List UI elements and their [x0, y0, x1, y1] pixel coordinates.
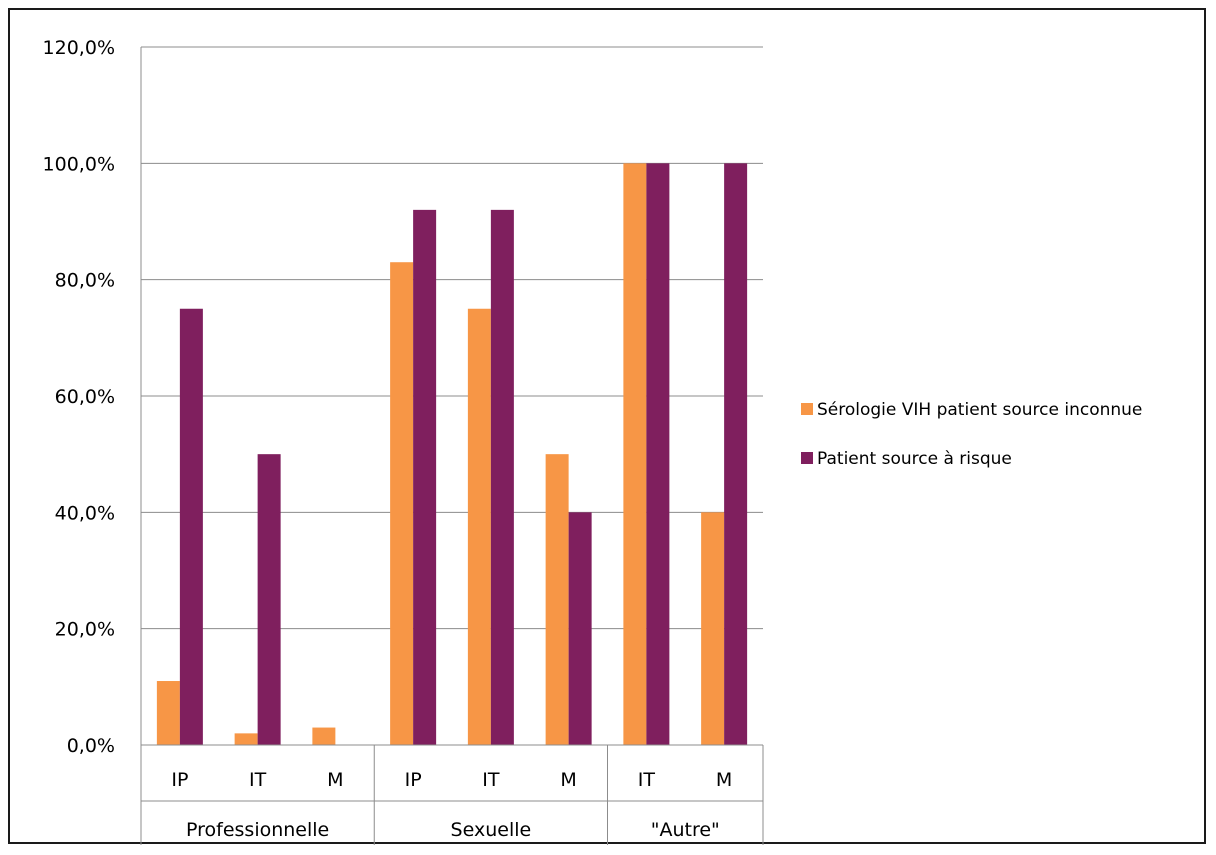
x-group-label: "Autre" [651, 819, 720, 841]
y-tick-label: 100,0% [43, 153, 115, 175]
bar-patient-a-risque [413, 209, 437, 745]
bar-serologie-inconnue [156, 681, 180, 745]
y-tick-label: 120,0% [43, 37, 115, 59]
x-category-label: IT [638, 769, 656, 791]
bars [156, 163, 748, 746]
x-group-label: Professionnelle [186, 819, 329, 841]
x-category-label: M [327, 769, 343, 791]
y-tick-label: 40,0% [55, 502, 115, 524]
bar-serologie-inconnue [312, 727, 336, 745]
bar-patient-a-risque [646, 163, 670, 746]
y-tick-label: 60,0% [55, 386, 115, 408]
y-tick-label: 0,0% [67, 735, 115, 757]
legend-swatch [801, 452, 813, 464]
bar-patient-a-risque [724, 163, 748, 746]
x-category-label: M [560, 769, 576, 791]
bar-serologie-inconnue [390, 262, 414, 745]
bar-serologie-inconnue [234, 733, 258, 745]
x-category-label: IP [405, 769, 422, 791]
x-group-label: Sexuelle [451, 819, 532, 841]
chart-frame [8, 8, 1206, 844]
axes: 0,0% 20,0% 40,0% 60,0% 80,0% 100,0% 120,0% IP IT… [43, 37, 764, 845]
x-category-label: IT [482, 769, 500, 791]
legend-swatch [801, 403, 813, 415]
legend-label: Sérologie VIH patient source inconnue [817, 400, 1142, 420]
gridlines [141, 46, 763, 746]
x-category-label: IP [171, 769, 188, 791]
y-tick-label: 20,0% [55, 619, 115, 641]
x-category-label: IT [249, 769, 267, 791]
bar-serologie-inconnue [467, 308, 491, 745]
bar-serologie-inconnue [545, 454, 569, 745]
bar-patient-a-risque [568, 512, 592, 745]
legend: Sérologie VIH patient source inconnue Pat… [801, 400, 1142, 469]
bar-patient-a-risque [490, 209, 514, 745]
bar-serologie-inconnue [623, 163, 647, 746]
bar-patient-a-risque [179, 308, 203, 745]
legend-label: Patient source à risque [817, 449, 1012, 469]
bar-serologie-inconnue [701, 512, 725, 745]
y-tick-label: 80,0% [55, 270, 115, 292]
bar-patient-a-risque [257, 454, 281, 745]
x-category-label: M [716, 769, 732, 791]
